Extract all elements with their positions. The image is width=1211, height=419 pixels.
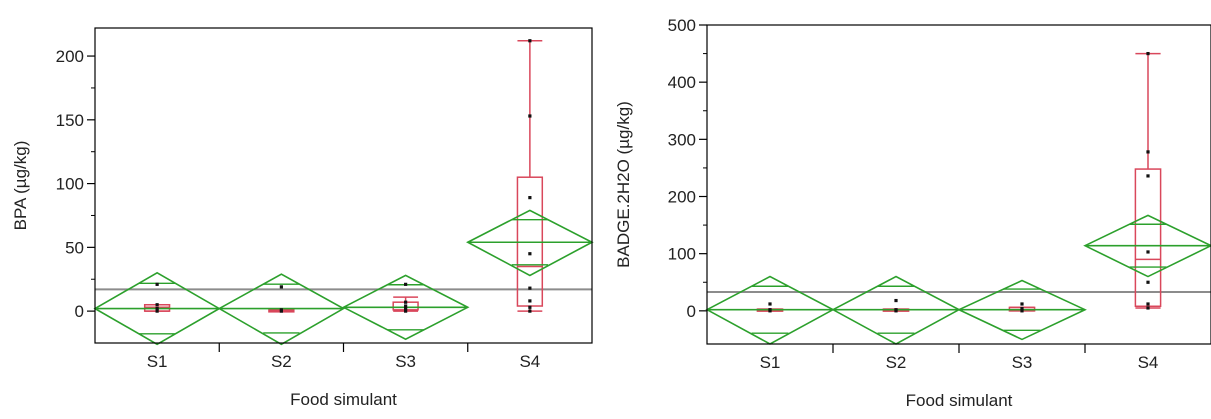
y-axis-title: BADGE.2H2O (µg/kg) — [614, 101, 633, 268]
data-point-s3 — [404, 306, 408, 311]
data-point-s2 — [279, 285, 283, 289]
y-tick-label: 100 — [56, 175, 84, 194]
data-point-s4 — [528, 286, 532, 290]
y-tick-label: 400 — [668, 73, 696, 92]
y-tick-label: 0 — [687, 302, 696, 321]
data-point-s3 — [404, 282, 408, 286]
data-point-s1 — [768, 302, 772, 306]
data-point-s3 — [404, 300, 408, 304]
x-tick-label: S2 — [886, 353, 907, 372]
y-tick-label: 300 — [668, 130, 696, 149]
x-tick-label: S4 — [519, 352, 540, 371]
data-point-s1 — [155, 306, 159, 311]
data-point-s4 — [528, 196, 532, 200]
data-point-s4 — [528, 252, 532, 256]
x-tick-label: S3 — [1012, 353, 1033, 372]
data-point-s1 — [155, 309, 159, 313]
data-point-s3 — [1020, 309, 1024, 313]
data-point-s4 — [1146, 250, 1150, 254]
x-tick-label: S2 — [271, 352, 292, 371]
x-axis-title: Food simulant — [290, 390, 397, 409]
x-tick-label: S1 — [760, 353, 781, 372]
data-point-s3 — [404, 309, 408, 313]
data-point-s4 — [1146, 280, 1150, 284]
x-tick-label: S3 — [395, 352, 416, 371]
data-point-s1 — [155, 282, 159, 286]
box-s4 — [1134, 168, 1162, 308]
data-point-s4 — [1146, 302, 1150, 306]
data-point-s2 — [894, 308, 898, 312]
data-point-s2 — [279, 308, 283, 312]
y-tick-label: 0 — [75, 302, 84, 321]
y-tick-label: 100 — [668, 245, 696, 264]
data-point-s3 — [1020, 302, 1024, 306]
data-point-s2 — [894, 298, 898, 303]
data-point-s4 — [528, 305, 532, 309]
chart-badge-svg: 0 100 200 300 400 500 S1 S2 S3 S4 Food simulant BAD… — [614, 16, 1211, 410]
y-tick-label: 200 — [56, 47, 84, 66]
data-point-s4 — [528, 299, 532, 303]
data-point-s3 — [404, 304, 408, 308]
chart-badge: 0 100 200 300 400 500 S1 S2 S3 S4 Food simulant BAD… — [605, 0, 1211, 419]
y-tick-label: 200 — [668, 188, 696, 207]
y-axis-title: BPA (µg/kg) — [11, 141, 30, 231]
chart-bpa-svg: 0 50 100 150 200 S1 S2 S3 S4 Food simulant BPA (µg… — [11, 27, 594, 409]
chart-bpa: 0 50 100 150 200 S1 S2 S3 S4 Food simulant BPA (µg… — [0, 0, 600, 419]
data-point-s1 — [768, 308, 772, 312]
data-point-s4 — [1146, 51, 1150, 56]
data-point-s4 — [1146, 150, 1150, 154]
x-tick-label: S1 — [147, 352, 168, 371]
data-point-s4 — [528, 114, 532, 118]
data-point-s4 — [1146, 306, 1150, 310]
data-point-s4 — [528, 39, 532, 43]
data-point-s3 — [1020, 306, 1024, 311]
x-axis-title: Food simulant — [906, 391, 1013, 410]
mean-diamond-s4 — [1083, 214, 1211, 278]
x-tick-label: S4 — [1138, 353, 1159, 372]
data-point-s1 — [155, 303, 159, 307]
data-point-s4 — [528, 309, 532, 313]
data-point-s4 — [1146, 174, 1150, 178]
y-tick-label: 500 — [668, 16, 696, 35]
y-tick-label: 150 — [56, 111, 84, 130]
y-tick-label: 50 — [65, 238, 84, 257]
